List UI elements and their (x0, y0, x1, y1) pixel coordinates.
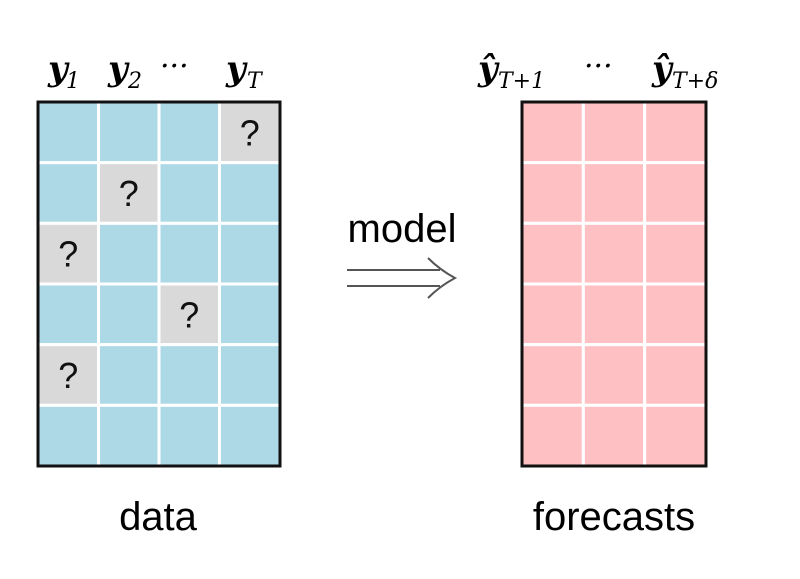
y1-symbol: y (47, 49, 70, 89)
data-border (36, 100, 282, 468)
model-label: model (348, 207, 457, 251)
data-cell (157, 161, 221, 225)
yhat-last-symbol: ŷ (651, 49, 674, 89)
data-cell (157, 343, 221, 407)
data-cell (157, 221, 221, 286)
y2-symbol: y (107, 49, 130, 89)
data-cell (97, 221, 161, 286)
forecast-cell (643, 282, 708, 347)
data-cell (36, 282, 100, 347)
forecast-border (520, 100, 708, 468)
yT-subscript: T (247, 69, 264, 94)
data-cell (218, 403, 282, 468)
forecast-cell (643, 221, 708, 286)
data-cell (218, 161, 282, 225)
missing-value-marker: ? (179, 294, 199, 335)
forecast-cell (643, 343, 708, 407)
data-cell (157, 403, 221, 468)
forecast-matrix (520, 100, 708, 468)
yhat-last-subscript: T+δ (672, 69, 718, 94)
forecast-cell (643, 100, 708, 165)
forecast-cell (581, 161, 647, 225)
data-header-dots: ··· (160, 49, 189, 84)
forecast-cell (520, 100, 585, 165)
forecast-cell (520, 403, 585, 468)
forecast-cell (520, 161, 585, 225)
yhat-first-symbol: ŷ (477, 49, 500, 89)
forecast-cell (581, 100, 647, 165)
data-header: y 1 y 2 ··· y T (47, 49, 264, 94)
forecast-cell (520, 282, 585, 347)
forecast-cell (581, 343, 647, 407)
data-cell (157, 100, 221, 165)
yhat-first-subscript: T+1 (498, 69, 545, 94)
y2-subscript: 2 (127, 69, 142, 94)
missing-value-marker: ? (58, 234, 78, 275)
data-cell (97, 100, 161, 165)
data-cell (36, 100, 100, 165)
data-cell (36, 403, 100, 468)
forecasts-label: forecasts (533, 495, 695, 539)
missing-value-marker: ? (119, 173, 139, 214)
data-cell (218, 343, 282, 407)
data-cell (97, 343, 161, 407)
data-matrix: ????? (36, 100, 282, 468)
missing-value-marker: ? (240, 112, 260, 153)
yT-symbol: y (225, 49, 248, 89)
data-cell (218, 221, 282, 286)
double-arrow-right-icon (347, 257, 458, 299)
forecast-cell (643, 403, 708, 468)
y1-subscript: 1 (66, 69, 80, 94)
forecast-header-dots: ··· (584, 49, 613, 84)
data-label: data (119, 495, 198, 539)
forecast-cell (520, 221, 585, 286)
data-cell (36, 161, 100, 225)
missing-value-marker: ? (58, 355, 78, 396)
forecast-cell (520, 343, 585, 407)
forecast-header: ŷ T+1 ··· ŷ T+δ (477, 49, 718, 94)
forecast-cell (643, 161, 708, 225)
forecast-cell (581, 221, 647, 286)
forecast-cell (581, 403, 647, 468)
data-cell (218, 282, 282, 347)
forecast-cell (581, 282, 647, 347)
data-cell (97, 403, 161, 468)
data-cell (97, 282, 161, 347)
